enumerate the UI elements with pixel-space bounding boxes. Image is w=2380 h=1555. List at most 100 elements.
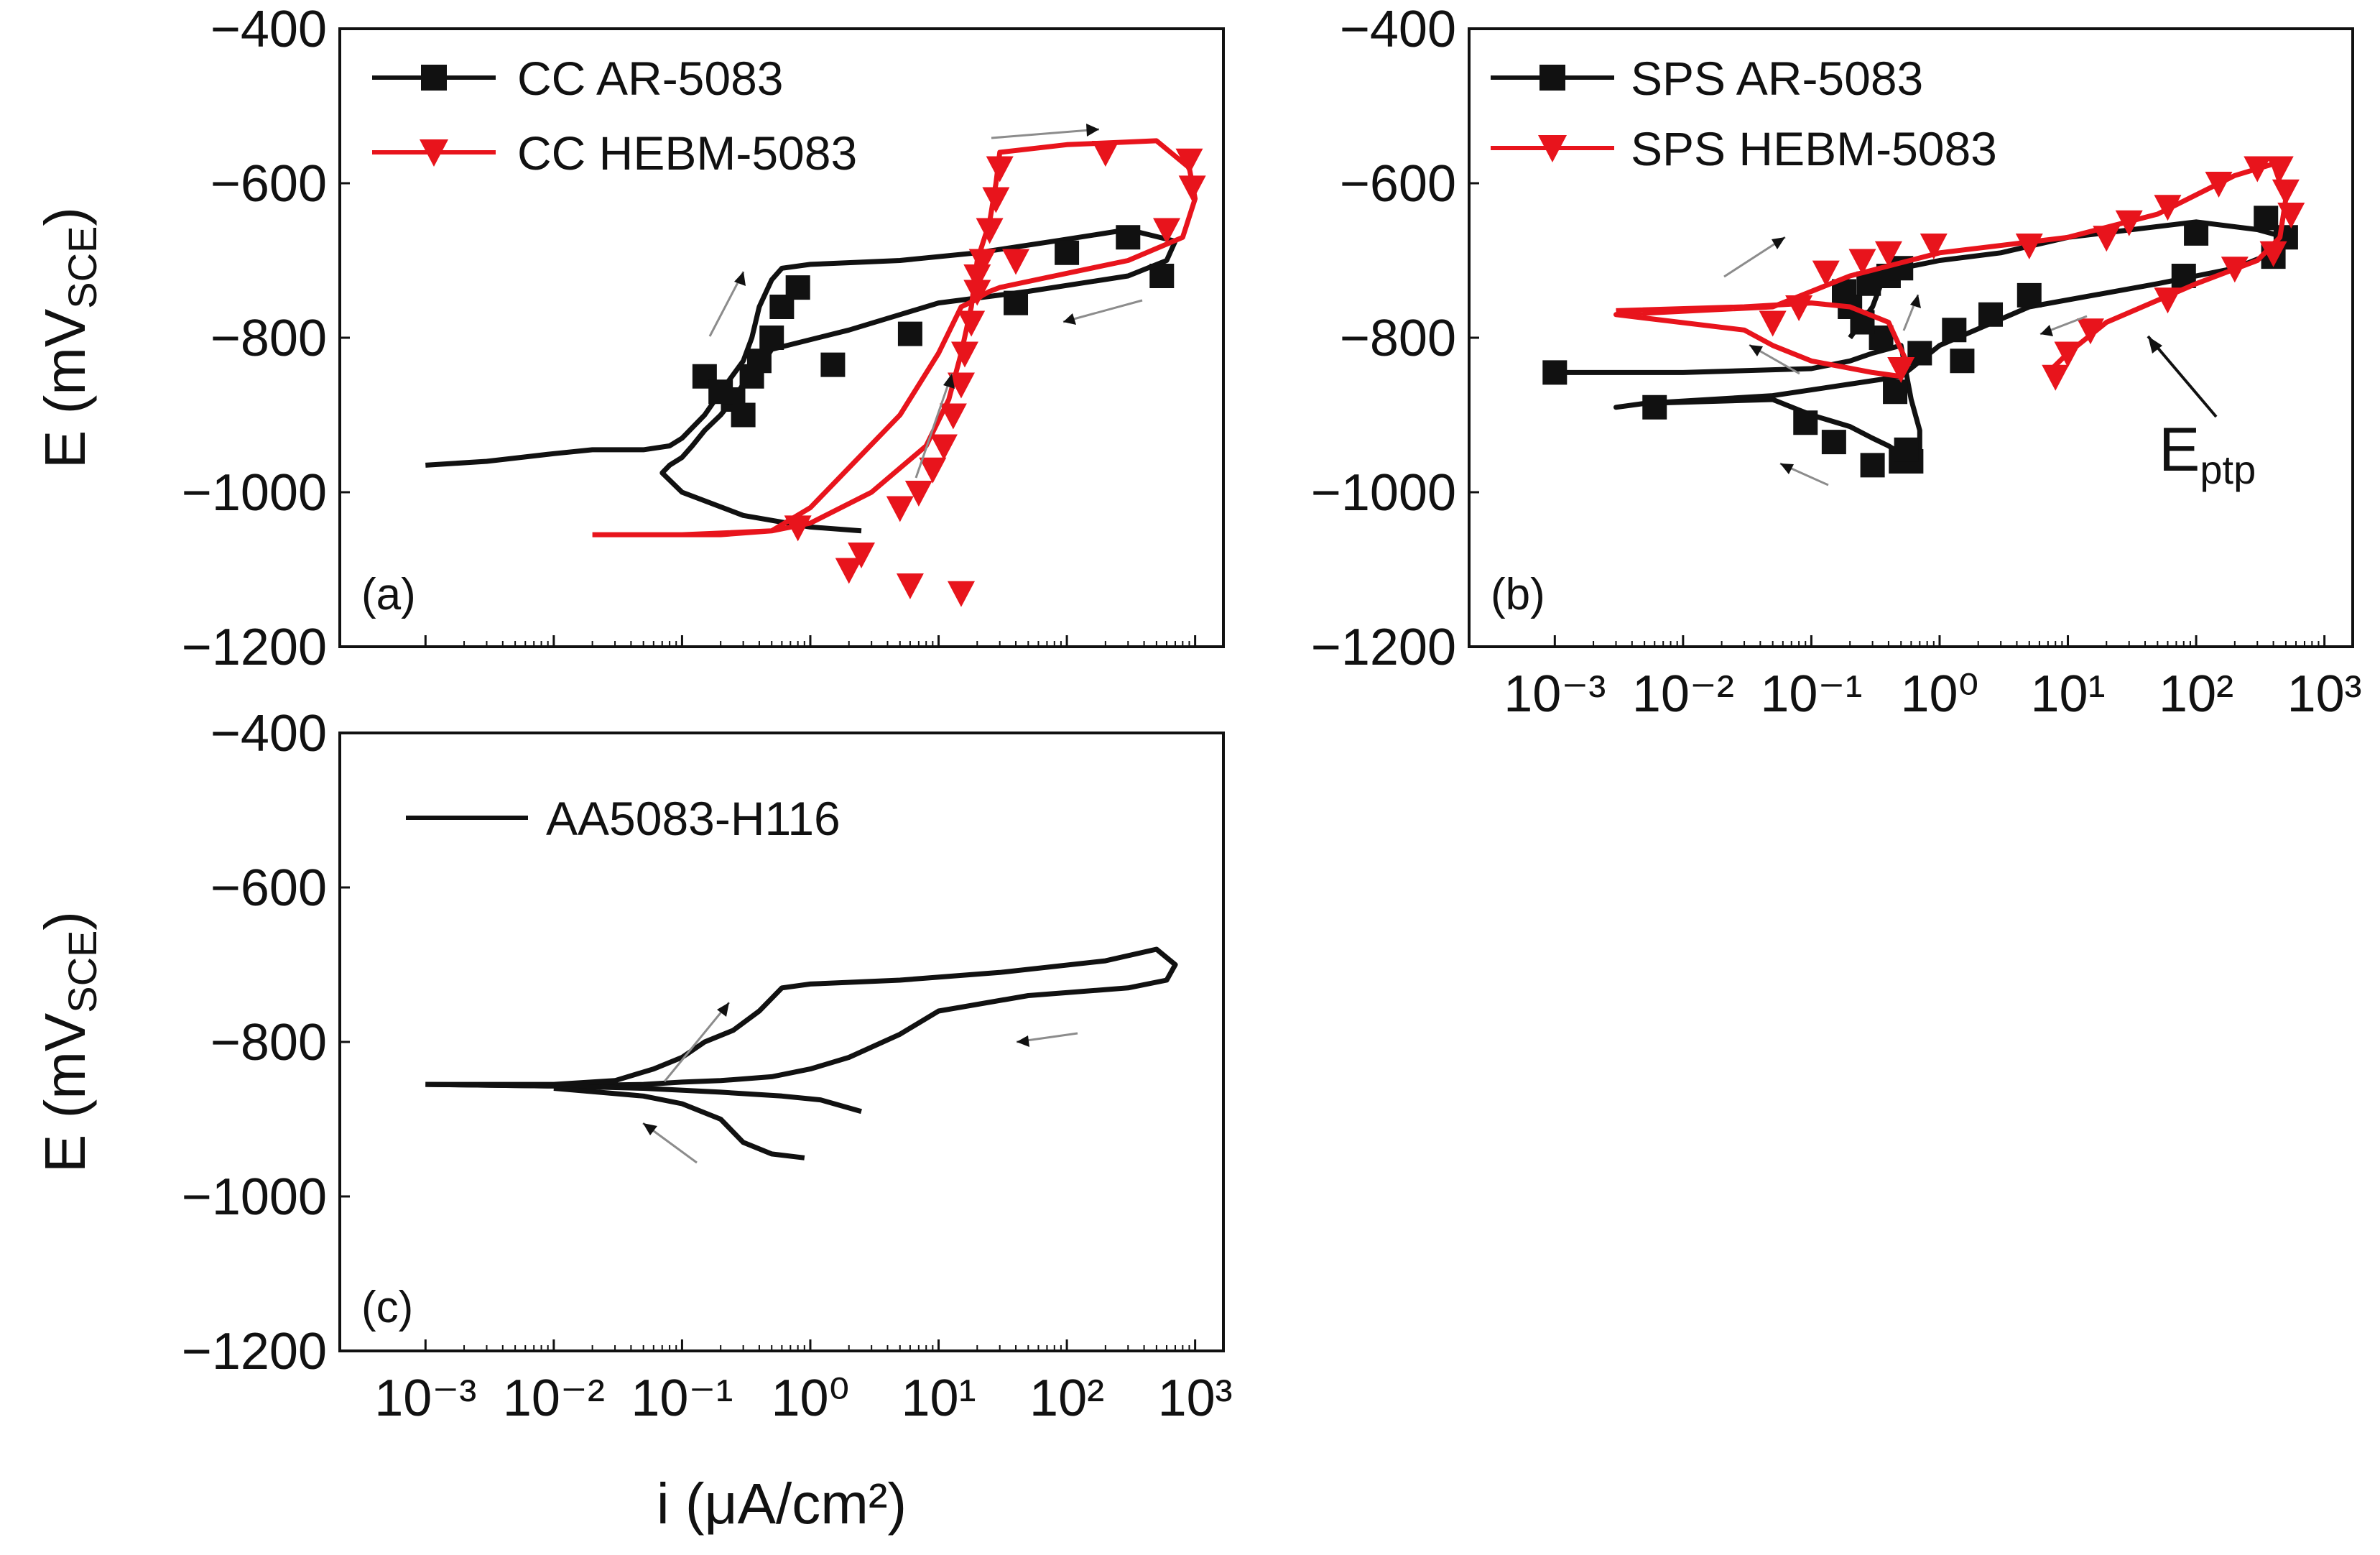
x-tick-label: 10⁻³ <box>374 1370 476 1427</box>
series-branch-aa5083-h116 <box>553 1086 805 1161</box>
data-point-sps-hebm-5083 <box>1874 241 1902 267</box>
data-point-cc-ar-5083 <box>739 364 764 389</box>
y-tick-label: −600 <box>1340 155 1456 213</box>
y-tick-label: −400 <box>210 1 327 58</box>
data-point-cc-ar-5083 <box>897 321 922 346</box>
eptp-pointer-arrow <box>2147 335 2218 418</box>
data-point-sps-hebm-5083 <box>1785 295 1813 321</box>
series-branch-aa5083-h116 <box>425 1081 862 1115</box>
legend-marker-cc-hebm <box>420 139 448 167</box>
data-point-sps-hebm-5083 <box>2154 195 2182 221</box>
panel-a-plot-area <box>425 138 1206 607</box>
data-point-cc-ar-5083 <box>820 352 846 377</box>
panel-c-direction-arrows <box>642 1002 1078 1164</box>
x-tick-label: 10⁰ <box>1900 665 1978 723</box>
data-point-cc-hebm-5083 <box>950 341 978 368</box>
data-point-sps-hebm-5083 <box>2244 156 2272 183</box>
x-tick-label: 10⁻³ <box>1504 665 1606 723</box>
data-point-sps-hebm-5083 <box>1887 357 1915 383</box>
data-point-cc-hebm-5083 <box>886 496 914 522</box>
data-point-cc-hebm-5083 <box>1002 249 1030 275</box>
arrowhead-icon <box>1910 295 1921 308</box>
data-point-sps-ar-5083 <box>1821 430 1846 455</box>
data-point-cc-ar-5083 <box>1055 240 1080 265</box>
y-tick-label: −800 <box>210 310 327 367</box>
data-point-cc-hebm-5083 <box>1091 141 1119 167</box>
legend-marker-sps-ar <box>1539 65 1565 91</box>
data-point-sps-ar-5083 <box>2016 282 2042 308</box>
data-point-sps-hebm-5083 <box>1759 310 1787 337</box>
data-point-sps-hebm-5083 <box>2042 364 2070 391</box>
panel-c: −400 −600 −800 −1000 −1200 10⁻³ 10⁻² 10⁻¹ 10⁰ 10¹… <box>33 705 1233 1536</box>
panel-b-direction-arrows: Eptp <box>1723 236 2256 492</box>
y-tick-label: −1000 <box>182 464 327 522</box>
data-point-sps-hebm-5083 <box>2205 172 2233 198</box>
data-point-sps-ar-5083 <box>1642 394 1667 420</box>
panel-c-legend: AA5083-H116 <box>406 792 841 845</box>
y-tick-label: −1000 <box>1311 464 1456 522</box>
arrowhead-icon <box>2040 325 2053 336</box>
data-point-cc-hebm-5083 <box>939 403 967 430</box>
data-point-cc-hebm-5083 <box>963 264 991 290</box>
series-line-cc-hebm-5083 <box>592 138 1198 537</box>
series-line-cc-ar-5083 <box>425 227 1178 534</box>
data-point-cc-hebm-5083 <box>904 481 932 507</box>
data-point-sps-hebm-5083 <box>2015 234 2043 259</box>
data-point-cc-hebm-5083 <box>947 581 975 607</box>
legend-label-sps-ar: SPS AR-5083 <box>1631 52 1923 105</box>
panel-c-plot-area <box>425 946 1178 1161</box>
arrowhead-icon <box>1017 1035 1029 1047</box>
data-point-cc-ar-5083 <box>1149 264 1175 288</box>
data-point-sps-hebm-5083 <box>1848 249 1876 275</box>
eptp-annotation: Eptp <box>2159 415 2256 492</box>
arrowhead-icon <box>943 374 955 389</box>
legend-label-sps-hebm: SPS HEBM-5083 <box>1631 122 1997 175</box>
panel-b-legend: SPS AR-5083 SPS HEBM-5083 <box>1491 52 1997 175</box>
data-point-cc-ar-5083 <box>1004 290 1029 315</box>
data-point-sps-ar-5083 <box>1942 318 1967 343</box>
data-point-sps-hebm-5083 <box>2266 156 2294 183</box>
data-point-sps-hebm-5083 <box>1812 260 1840 287</box>
panel-a-axis-ticks: −400 −600 −800 −1000 −1200 <box>182 1 1197 676</box>
data-point-cc-ar-5083 <box>731 402 756 428</box>
data-point-sps-hebm-5083 <box>2221 257 2249 283</box>
y-tick-label: −1200 <box>1311 619 1456 676</box>
x-tick-label: 10² <box>1029 1370 1104 1427</box>
data-point-cc-hebm-5083 <box>982 187 1010 213</box>
legend-label-cc-ar: CC AR-5083 <box>517 52 784 105</box>
x-tick-label: 10¹ <box>2030 665 2105 723</box>
legend-marker-cc-ar <box>421 65 447 91</box>
y-tick-label: −600 <box>210 859 327 917</box>
data-point-sps-hebm-5083 <box>2272 179 2300 206</box>
x-tick-label: 10³ <box>1158 1370 1233 1427</box>
panel-b-frame <box>1468 27 2354 648</box>
panel-a: −400 −600 −800 −1000 −1200 (a) CC AR-5083 CC… <box>33 1 1225 676</box>
data-point-sps-ar-5083 <box>1978 302 2004 327</box>
panel-b-plot-area <box>1542 156 2305 478</box>
data-point-sps-hebm-5083 <box>2076 318 2104 345</box>
series-line-sps-hebm-5083 <box>1613 161 2289 379</box>
data-point-cc-hebm-5083 <box>1178 175 1206 202</box>
data-point-cc-hebm-5083 <box>968 249 996 275</box>
data-point-cc-ar-5083 <box>785 275 810 300</box>
data-point-sps-ar-5083 <box>1860 453 1885 478</box>
arrowhead-icon <box>1780 463 1794 474</box>
arrow-c-up <box>663 1002 731 1082</box>
data-point-cc-hebm-5083 <box>947 372 975 399</box>
data-point-cc-hebm-5083 <box>930 434 958 461</box>
data-point-cc-hebm-5083 <box>1153 218 1181 244</box>
arrowhead-icon <box>2148 336 2162 354</box>
x-tick-label: 10⁻² <box>503 1370 605 1427</box>
data-point-sps-ar-5083 <box>1793 410 1818 435</box>
data-point-sps-hebm-5083 <box>2154 287 2182 314</box>
arrow-a-up-red <box>915 373 953 479</box>
y-tick-label: −1000 <box>182 1168 327 1226</box>
panel-a-label: (a) <box>361 570 416 619</box>
arrow-a-right-top <box>991 128 1100 139</box>
y-tick-label: −800 <box>1340 310 1456 367</box>
data-point-sps-hebm-5083 <box>2277 203 2305 229</box>
legend-label-aa5083: AA5083-H116 <box>546 792 841 845</box>
panel-a-legend: CC AR-5083 CC HEBM-5083 <box>372 52 857 180</box>
panel-a-y-axis-title: E (mVSCE) <box>33 207 105 469</box>
data-point-sps-ar-5083 <box>1542 360 1568 385</box>
